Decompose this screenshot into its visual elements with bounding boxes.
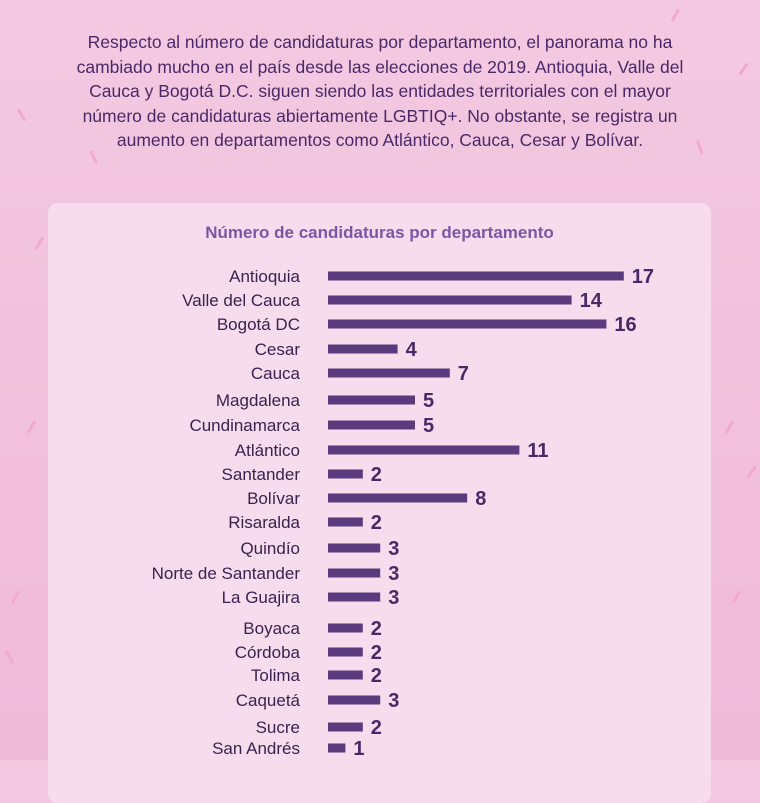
value-label: 8 — [475, 488, 486, 510]
bar — [328, 647, 363, 657]
bar — [328, 420, 415, 430]
value-label: 4 — [406, 339, 418, 361]
bar — [328, 592, 381, 602]
value-label: 2 — [371, 618, 382, 640]
value-label: 14 — [580, 290, 603, 312]
value-label: 2 — [371, 512, 382, 534]
category-label: San Andrés — [212, 739, 300, 758]
bar — [328, 493, 468, 503]
category-label: Cauca — [251, 364, 301, 383]
bar — [328, 623, 363, 633]
category-label: Bogotá DC — [217, 315, 300, 334]
value-label: 3 — [388, 587, 399, 609]
category-label: Santander — [222, 465, 301, 484]
value-label: 3 — [388, 538, 399, 560]
bar — [328, 295, 572, 305]
value-label: 16 — [614, 314, 636, 336]
bar — [328, 568, 381, 578]
bar — [328, 445, 520, 455]
category-label: Caquetá — [236, 691, 301, 710]
value-label: 3 — [388, 690, 399, 712]
category-label: Córdoba — [235, 643, 301, 662]
category-label: Atlántico — [235, 441, 300, 460]
category-label: Bolívar — [247, 489, 300, 508]
category-label: Cundinamarca — [189, 416, 300, 435]
value-label: 1 — [353, 738, 364, 760]
bar — [328, 469, 363, 479]
category-label: Magdalena — [216, 391, 301, 410]
bar — [328, 319, 607, 329]
category-label: Antioquia — [229, 267, 300, 286]
bar — [328, 344, 398, 354]
category-label: Boyaca — [243, 619, 300, 638]
bar — [328, 271, 624, 281]
category-label: Valle del Cauca — [182, 291, 300, 310]
category-label: Quindío — [240, 539, 300, 558]
value-label: 2 — [371, 642, 382, 664]
category-label: Risaralda — [228, 513, 300, 532]
value-label: 5 — [423, 415, 434, 437]
value-label: 2 — [371, 665, 382, 687]
value-label: 5 — [423, 390, 434, 412]
category-label: Norte de Santander — [152, 564, 301, 583]
intro-paragraph: Respecto al número de candidaturas por d… — [76, 32, 684, 150]
value-label: 2 — [371, 717, 382, 739]
category-label: La Guajira — [222, 588, 301, 607]
bar — [328, 695, 381, 705]
value-label: 11 — [527, 440, 548, 462]
value-label: 17 — [632, 266, 654, 288]
bar — [328, 395, 415, 405]
value-label: 2 — [371, 464, 382, 486]
chart-title: Número de candidaturas por departamento — [205, 223, 554, 242]
value-label: 7 — [458, 363, 469, 385]
bar — [328, 743, 346, 753]
category-label: Cesar — [255, 340, 301, 359]
value-label: 3 — [388, 563, 399, 585]
category-label: Tolima — [251, 666, 301, 685]
bar — [328, 517, 363, 527]
bar — [328, 670, 363, 680]
bar — [328, 543, 381, 553]
bar — [328, 722, 363, 732]
category-label: Sucre — [256, 718, 300, 737]
bar — [328, 368, 450, 378]
